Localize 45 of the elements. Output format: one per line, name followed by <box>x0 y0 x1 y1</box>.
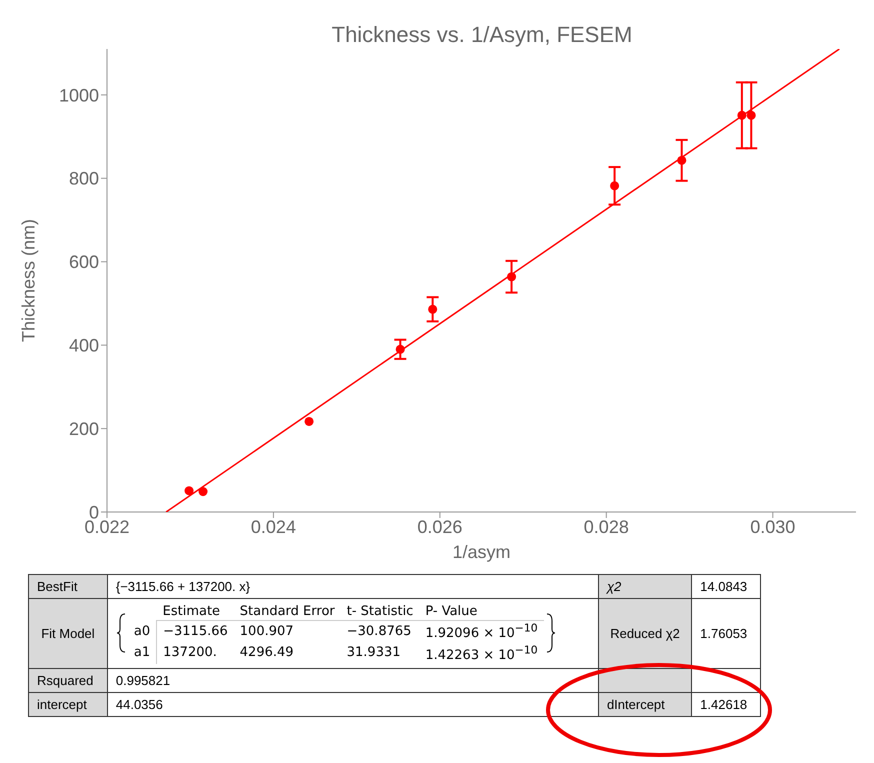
text: 4296.49 <box>240 645 294 660</box>
x-tick-label: 0.030 <box>750 516 796 537</box>
y-tick-label: 1000 <box>58 85 99 106</box>
text: intercept <box>37 696 87 712</box>
text: 1.42263 × 10$^{−10}$ <box>425 643 538 663</box>
text: BestFit <box>37 579 78 594</box>
text: a0 <box>134 624 150 639</box>
text: a1 <box>134 645 150 660</box>
point <box>198 487 208 496</box>
point <box>428 304 438 314</box>
text: 1.92096 × 10$^{−10}$ <box>425 622 538 642</box>
text: 0.995821 <box>116 672 170 688</box>
x-tick-label: 0.024 <box>250 516 296 537</box>
y-tick-label: 200 <box>68 418 99 439</box>
text: P- Value <box>425 604 478 619</box>
text: χ2 <box>606 579 622 594</box>
y-tick-label: 800 <box>68 168 99 189</box>
y-axis-title: Thickness (nm) <box>18 218 38 342</box>
point <box>304 416 314 426</box>
text: 44.0356 <box>116 696 163 712</box>
y-tick-label: 400 <box>68 336 99 356</box>
text: −3115.66 <box>163 624 228 640</box>
text: Estimate <box>162 604 220 619</box>
chart-title: Thickness vs. 1/Asym, FESEM <box>330 22 634 48</box>
x-tick-label: 0.028 <box>584 516 629 537</box>
text: 1.42618 <box>700 696 748 712</box>
x-axis-title: 1/asym <box>452 542 511 562</box>
text: 100.907 <box>240 624 294 640</box>
text: 1.76053 <box>700 626 748 641</box>
text: 14.0843 <box>700 579 748 594</box>
text: dIntercept <box>606 696 665 712</box>
text: Reduced χ2 <box>610 626 680 641</box>
text: 137200. <box>163 645 217 660</box>
point <box>610 181 620 190</box>
text: Rsquared <box>37 672 94 688</box>
y-tick-label: 600 <box>68 252 99 272</box>
point <box>184 486 194 496</box>
text: Fit Model <box>41 626 95 641</box>
text: Standard Error <box>240 604 335 619</box>
text: {−3115.66 + 137200. x} <box>116 579 250 594</box>
text: t- Statistic <box>346 604 414 619</box>
text: −30.8765 <box>346 624 412 640</box>
x-tick-label: 0.026 <box>417 516 462 537</box>
text: 31.9331 <box>346 645 401 660</box>
point <box>746 110 756 120</box>
